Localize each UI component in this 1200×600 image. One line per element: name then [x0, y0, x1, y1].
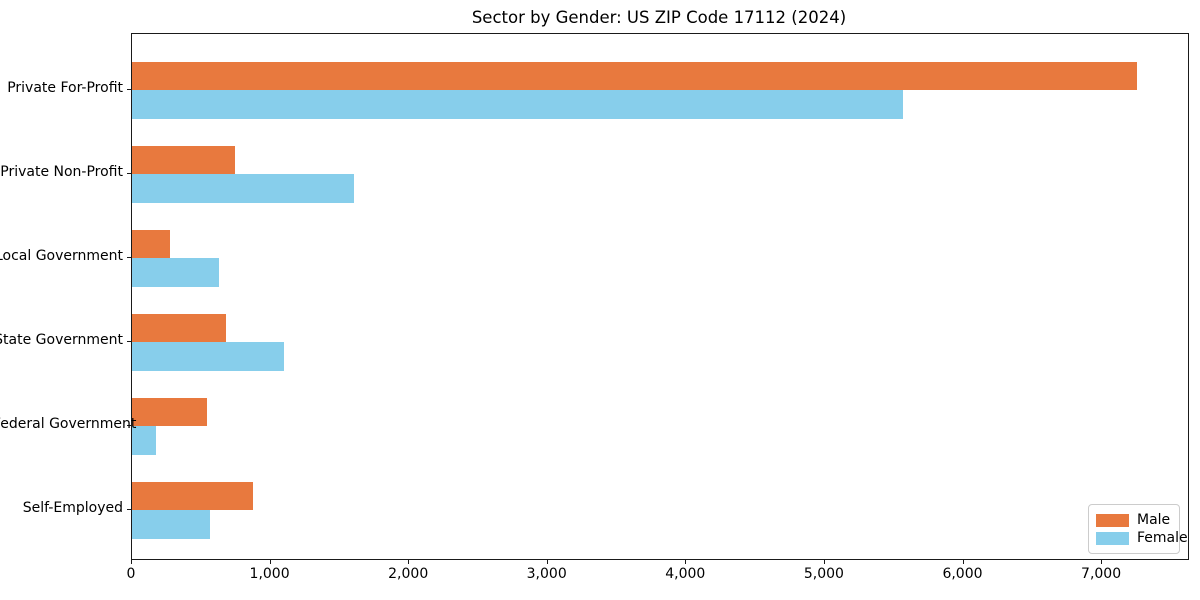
x-label-2000: 2,000	[388, 566, 429, 582]
y-tick-private-for-profit	[127, 89, 131, 90]
bar-male-federal-government	[132, 397, 207, 426]
x-label-4000: 4,000	[665, 566, 706, 582]
x-tick-4000	[685, 559, 687, 564]
legend-entry-male: Male	[1096, 511, 1171, 529]
legend: Male Female	[1088, 504, 1188, 554]
y-label-local-government: Local Government	[0, 248, 123, 264]
chart-title: Sector by Gender: US ZIP Code 17112 (202…	[471, 8, 847, 27]
bar-male-local-government	[132, 229, 171, 258]
bar-female-local-government	[132, 258, 220, 287]
y-tick-federal-government	[127, 425, 131, 426]
legend-label-male: Male	[1137, 512, 1171, 528]
y-label-private-for-profit: Private For-Profit	[7, 80, 123, 96]
y-label-federal-government: Federal Government	[0, 416, 137, 432]
male-series-swatch	[1096, 513, 1129, 527]
x-tick-2000	[408, 559, 410, 564]
female-series-swatch	[1096, 531, 1129, 545]
x-tick-1000	[269, 559, 271, 564]
x-tick-0	[131, 559, 132, 564]
y-label-state-government: State Government	[0, 332, 123, 348]
bar-female-federal-government	[132, 426, 156, 455]
y-label-private-non-profit: Private Non-Profit	[0, 164, 123, 180]
x-label-5000: 5,000	[803, 566, 844, 582]
x-tick-7000	[1101, 559, 1103, 564]
y-tick-state-government	[127, 341, 131, 342]
x-label-1000: 1,000	[249, 566, 290, 582]
bar-male-state-government	[132, 313, 226, 342]
y-label-self-employed: Self-Employed	[22, 500, 123, 516]
y-tick-self-employed	[127, 509, 131, 510]
x-tick-6000	[962, 559, 964, 564]
bar-female-private-non-profit	[132, 174, 354, 203]
legend-entry-female: Female	[1096, 529, 1188, 547]
x-tick-5000	[823, 559, 825, 564]
x-label-3000: 3,000	[526, 566, 567, 582]
bar-female-private-for-profit	[132, 90, 903, 119]
x-label-0: 0	[126, 566, 136, 582]
y-tick-local-government	[127, 257, 131, 258]
bar-male-private-non-profit	[132, 145, 236, 174]
bar-male-self-employed	[132, 481, 253, 510]
x-label-6000: 6,000	[942, 566, 983, 582]
y-tick-private-non-profit	[127, 173, 131, 174]
legend-label-female: Female	[1137, 530, 1188, 546]
bar-female-self-employed	[132, 510, 211, 539]
x-tick-3000	[546, 559, 548, 564]
bar-male-private-for-profit	[132, 61, 1137, 90]
x-label-7000: 7,000	[1081, 566, 1122, 582]
plot-area	[131, 33, 1189, 560]
bar-female-state-government	[132, 342, 284, 371]
